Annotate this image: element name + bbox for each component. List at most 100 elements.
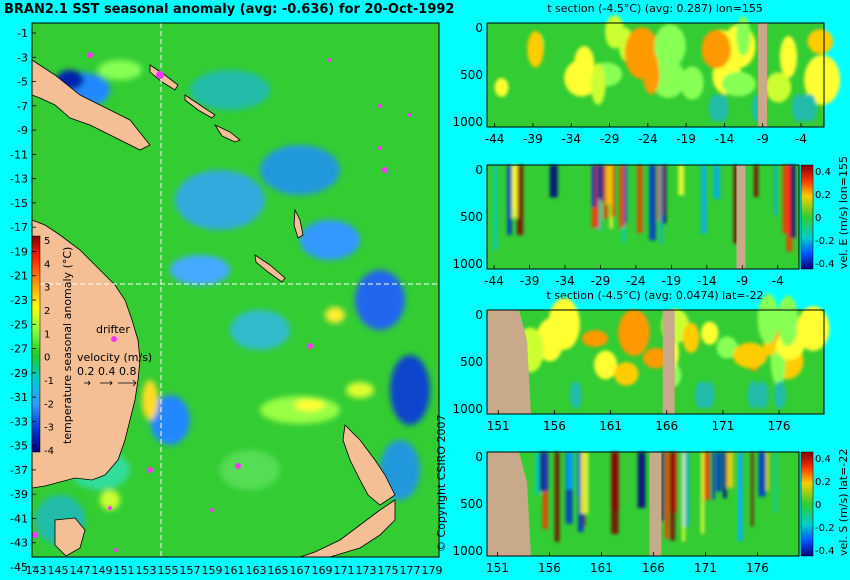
lon-tick-label: 149: [92, 564, 113, 577]
map-anomaly-patches: [35, 60, 430, 545]
section-x-tick: 171: [711, 419, 734, 433]
lat-tick-label: -17: [10, 221, 28, 234]
section-y-tick: 1000: [452, 257, 483, 271]
lat-tick-label: -1: [17, 27, 28, 40]
map-colorbar-bar: [31, 235, 41, 453]
land-nz-north: [342, 424, 396, 506]
section-x-tick: -9: [757, 132, 769, 146]
velocity-colorbar-label: vel. S (m/s) lat=-22: [837, 449, 850, 556]
section-x-tick: -34: [561, 132, 581, 146]
lon-tick-label: 173: [356, 564, 377, 577]
lat-tick-label: -3: [17, 51, 28, 64]
map-colorbar-tick: 0: [44, 353, 50, 364]
lat-tick-label: -45: [10, 561, 28, 574]
section-x-tick: 176: [746, 561, 769, 575]
section-x-tick: -29: [600, 132, 620, 146]
velocity-colorbar-tick: 0: [815, 500, 821, 511]
land-solomons: [184, 94, 216, 119]
section-x-tick: -24: [626, 274, 646, 288]
main-title: BRAN2.1 SST seasonal anomaly (avg: -0.63…: [4, 2, 454, 17]
section-x-tick: 156: [543, 419, 566, 433]
section-x-tick: -44: [485, 132, 505, 146]
section-x-tick: -19: [662, 274, 682, 288]
map-colorbar-tick: -2: [44, 399, 54, 410]
map-colorbar-tick: 1: [44, 329, 50, 340]
land-solomons-2: [213, 124, 241, 143]
section-x-tick: -9: [736, 274, 748, 288]
section-x-tick: -14: [715, 132, 735, 146]
lon-tick-label: 147: [70, 564, 91, 577]
lon-tick-label: 171: [334, 564, 355, 577]
map-colorbar-label: temperature seasonal anomaly (°C): [61, 247, 74, 444]
section-y-tick: 1000: [452, 115, 483, 129]
lon-tick-label: 179: [422, 564, 443, 577]
section-x-tick: -24: [638, 132, 658, 146]
lon-tick-label: 169: [312, 564, 333, 577]
lat-tick-label: -11: [10, 148, 28, 161]
lon-tick-label: 167: [290, 564, 311, 577]
map-legend: drifter velocity (m/s) 0.2 0.4 0.8: [77, 323, 152, 387]
section-y-tick: 0: [475, 308, 483, 322]
lat-tick-label: -9: [17, 124, 28, 137]
lat-tick-label: -41: [10, 512, 28, 525]
section-x-tick: 161: [599, 419, 622, 433]
drifter-point: [307, 343, 313, 349]
section-y-tick: 500: [460, 497, 483, 511]
map-drifters: [32, 52, 412, 552]
map-colorbar-tick: -3: [44, 423, 54, 434]
lat-tick-label: -29: [10, 367, 28, 380]
lat-tick-label: -13: [10, 173, 28, 186]
section-y-tick: 500: [460, 68, 483, 82]
lon-tick-label: 157: [180, 564, 201, 577]
velocity-colorbar-tick: 0.2: [815, 190, 831, 201]
velocity-colorbar: [800, 451, 814, 557]
lat-tick-label: -19: [10, 245, 28, 258]
section-panel-title: t section (-4.5°C) (avg: 0.287) lon=155: [547, 2, 763, 15]
lon-tick-label: 163: [246, 564, 267, 577]
section-land: [649, 452, 662, 556]
section-x-tick: 156: [538, 561, 561, 575]
lat-tick-label: -25: [10, 318, 28, 331]
section-x-tick: 151: [487, 419, 510, 433]
lon-tick-label: 155: [158, 564, 179, 577]
map-colorbar-tick: 5: [44, 236, 50, 247]
section-x-tick: -39: [520, 274, 540, 288]
velocity-colorbar-tick: 0: [815, 213, 821, 224]
lat-tick-label: -23: [10, 294, 28, 307]
section-x-tick: -4: [772, 274, 784, 288]
section-x-tick: 166: [655, 419, 678, 433]
section-x-tick: -14: [697, 274, 717, 288]
section-land: [736, 165, 746, 269]
section-x-tick: -4: [795, 132, 807, 146]
velocity-colorbar-tick: 0.4: [815, 167, 831, 178]
section-y-tick: 500: [460, 210, 483, 224]
land-new-guinea: [31, 59, 151, 151]
section-land: [487, 310, 531, 414]
drifter-legend-marker: [111, 336, 117, 342]
lat-tick-label: -33: [10, 415, 28, 428]
section-x-tick: -44: [484, 274, 504, 288]
lat-tick-label: -5: [17, 76, 28, 89]
velocity-label: velocity (m/s): [77, 351, 152, 364]
lat-tick-label: -35: [10, 440, 28, 453]
section-panel-2: 0 500 1000-44 -39 -34 -29 -24 -19 -14 -9 -4 0.4 0.2 0…: [452, 156, 850, 288]
velocity-colorbar-tick: 0.2: [815, 477, 831, 488]
drifter-point: [87, 52, 93, 58]
drifter-point: [156, 71, 164, 79]
velocity-colorbar-tick: -0.4: [815, 259, 835, 270]
section-y-tick: 1000: [452, 544, 483, 558]
section-y-tick: 1000: [452, 402, 483, 416]
lon-tick-label: 177: [400, 564, 421, 577]
section-panel-title: t section (-4.5°C) (avg: 0.0474) lat=-22: [547, 289, 764, 302]
lat-tick-label: -43: [10, 537, 28, 550]
velocity-colorbar-label: vel. E (m/s) lon=155: [837, 156, 850, 269]
section-panel-1: t section (-4.5°C) (avg: 0.287) lon=155 0…: [452, 2, 841, 146]
map-colorbar-tick: -1: [44, 376, 54, 387]
section-land: [487, 452, 531, 556]
drifter-point: [378, 104, 382, 108]
drifter-point: [32, 532, 38, 538]
section-x-tick: -39: [523, 132, 543, 146]
section-y-tick: 500: [460, 355, 483, 369]
section-x-tick: 151: [486, 561, 509, 575]
